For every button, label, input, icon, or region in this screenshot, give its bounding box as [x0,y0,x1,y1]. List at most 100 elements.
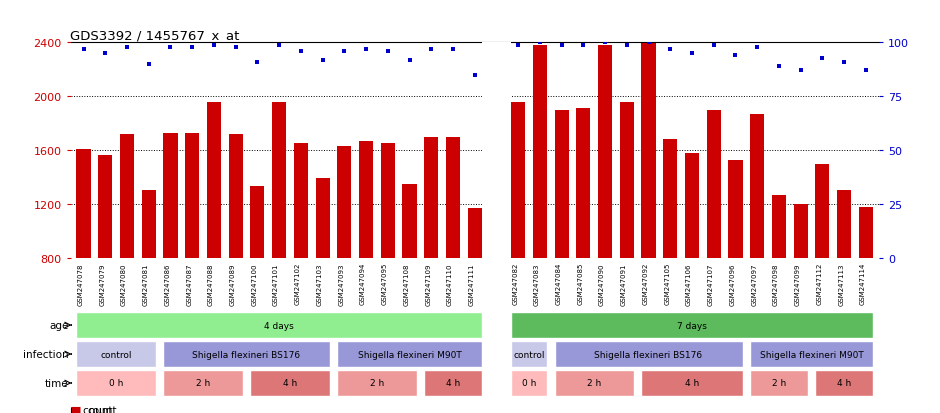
Point [554,42,569,49]
Text: GSM247107: GSM247107 [708,262,713,305]
Text: Shigella flexineri M90T: Shigella flexineri M90T [760,350,864,358]
Text: time: time [45,378,69,388]
Text: GSM247079: GSM247079 [100,262,105,305]
Bar [750,114,764,258]
Text: ■ count: ■ count [70,405,113,413]
Bar [316,179,330,258]
Bar [76,150,90,258]
Point [98,51,113,57]
Bar [511,312,873,338]
Text: GSM247097: GSM247097 [751,262,758,305]
Bar [164,133,178,258]
Bar [837,191,852,258]
Bar [359,141,373,258]
Text: GSM247092: GSM247092 [643,262,649,305]
Point [532,40,547,47]
Bar [76,341,156,367]
Point [815,55,830,62]
Point [141,62,156,68]
Bar [446,137,460,258]
Text: GSM247089: GSM247089 [229,262,236,305]
Text: 0 h: 0 h [109,379,123,387]
Bar [750,341,873,367]
Bar [424,137,438,258]
Text: GSM247113: GSM247113 [838,262,844,305]
Text: GSM247085: GSM247085 [577,262,584,305]
Text: Shigella flexineri M90T: Shigella flexineri M90T [357,350,462,358]
Point [750,44,765,51]
Point [467,72,482,79]
Bar [207,102,221,258]
Text: control: control [101,350,132,358]
Text: GSM247098: GSM247098 [773,262,779,305]
Point [207,42,222,49]
Point [272,42,287,49]
Text: GSM247105: GSM247105 [665,262,670,305]
Bar [250,370,330,396]
Text: GSM247096: GSM247096 [729,262,735,305]
Point [250,59,265,66]
Text: GSM247099: GSM247099 [794,262,801,305]
Bar [424,370,482,396]
Bar [294,144,308,258]
Text: control: control [513,350,545,358]
Text: GSM247086: GSM247086 [164,262,170,305]
Bar [482,43,510,258]
Point [293,49,308,55]
Text: 2 h: 2 h [588,379,602,387]
Point [772,64,787,70]
Text: GSM247082: GSM247082 [512,262,518,305]
Text: GSM247081: GSM247081 [143,262,149,305]
Point [315,57,330,64]
Bar [98,156,113,258]
Bar [555,110,569,258]
Bar [76,312,482,338]
Point [76,47,91,53]
Text: GSM247100: GSM247100 [251,262,258,305]
Bar [707,110,721,258]
Bar [815,164,829,258]
Bar [76,370,156,396]
Text: count: count [87,405,117,413]
Text: GDS3392 / 1455767_x_at: GDS3392 / 1455767_x_at [70,29,240,42]
Bar [381,144,395,258]
Text: GSM247088: GSM247088 [208,262,214,305]
Text: GSM247083: GSM247083 [534,262,540,305]
Text: 4 h: 4 h [283,379,297,387]
Bar [511,370,547,396]
Bar [120,135,134,258]
Text: GSM247110: GSM247110 [446,262,453,305]
Bar [664,140,678,258]
Bar [772,195,786,258]
Text: GSM247108: GSM247108 [403,262,410,305]
Text: GSM247090: GSM247090 [599,262,605,305]
Text: 2 h: 2 h [369,379,384,387]
Bar [511,341,547,367]
Bar [533,46,547,258]
Point [119,44,134,51]
Bar [728,160,743,258]
Bar [555,341,743,367]
Text: GSM247101: GSM247101 [274,262,279,305]
Text: 4 h: 4 h [685,379,699,387]
Point [793,68,808,75]
Bar [859,207,873,258]
Point [510,42,525,49]
Bar [337,341,482,367]
Point [228,44,243,51]
Text: GSM247111: GSM247111 [469,262,475,305]
Bar [164,341,330,367]
Text: ■: ■ [70,405,81,413]
Point [184,44,199,51]
Point [446,47,461,53]
Text: GSM247103: GSM247103 [317,262,322,305]
Text: GSM247109: GSM247109 [425,262,431,305]
Point [663,47,678,53]
Text: infection: infection [23,349,69,359]
Bar [555,370,634,396]
Bar [793,204,807,258]
Text: 0 h: 0 h [522,379,536,387]
Text: 7 days: 7 days [677,321,707,330]
Bar [641,40,655,258]
Bar [402,184,416,258]
